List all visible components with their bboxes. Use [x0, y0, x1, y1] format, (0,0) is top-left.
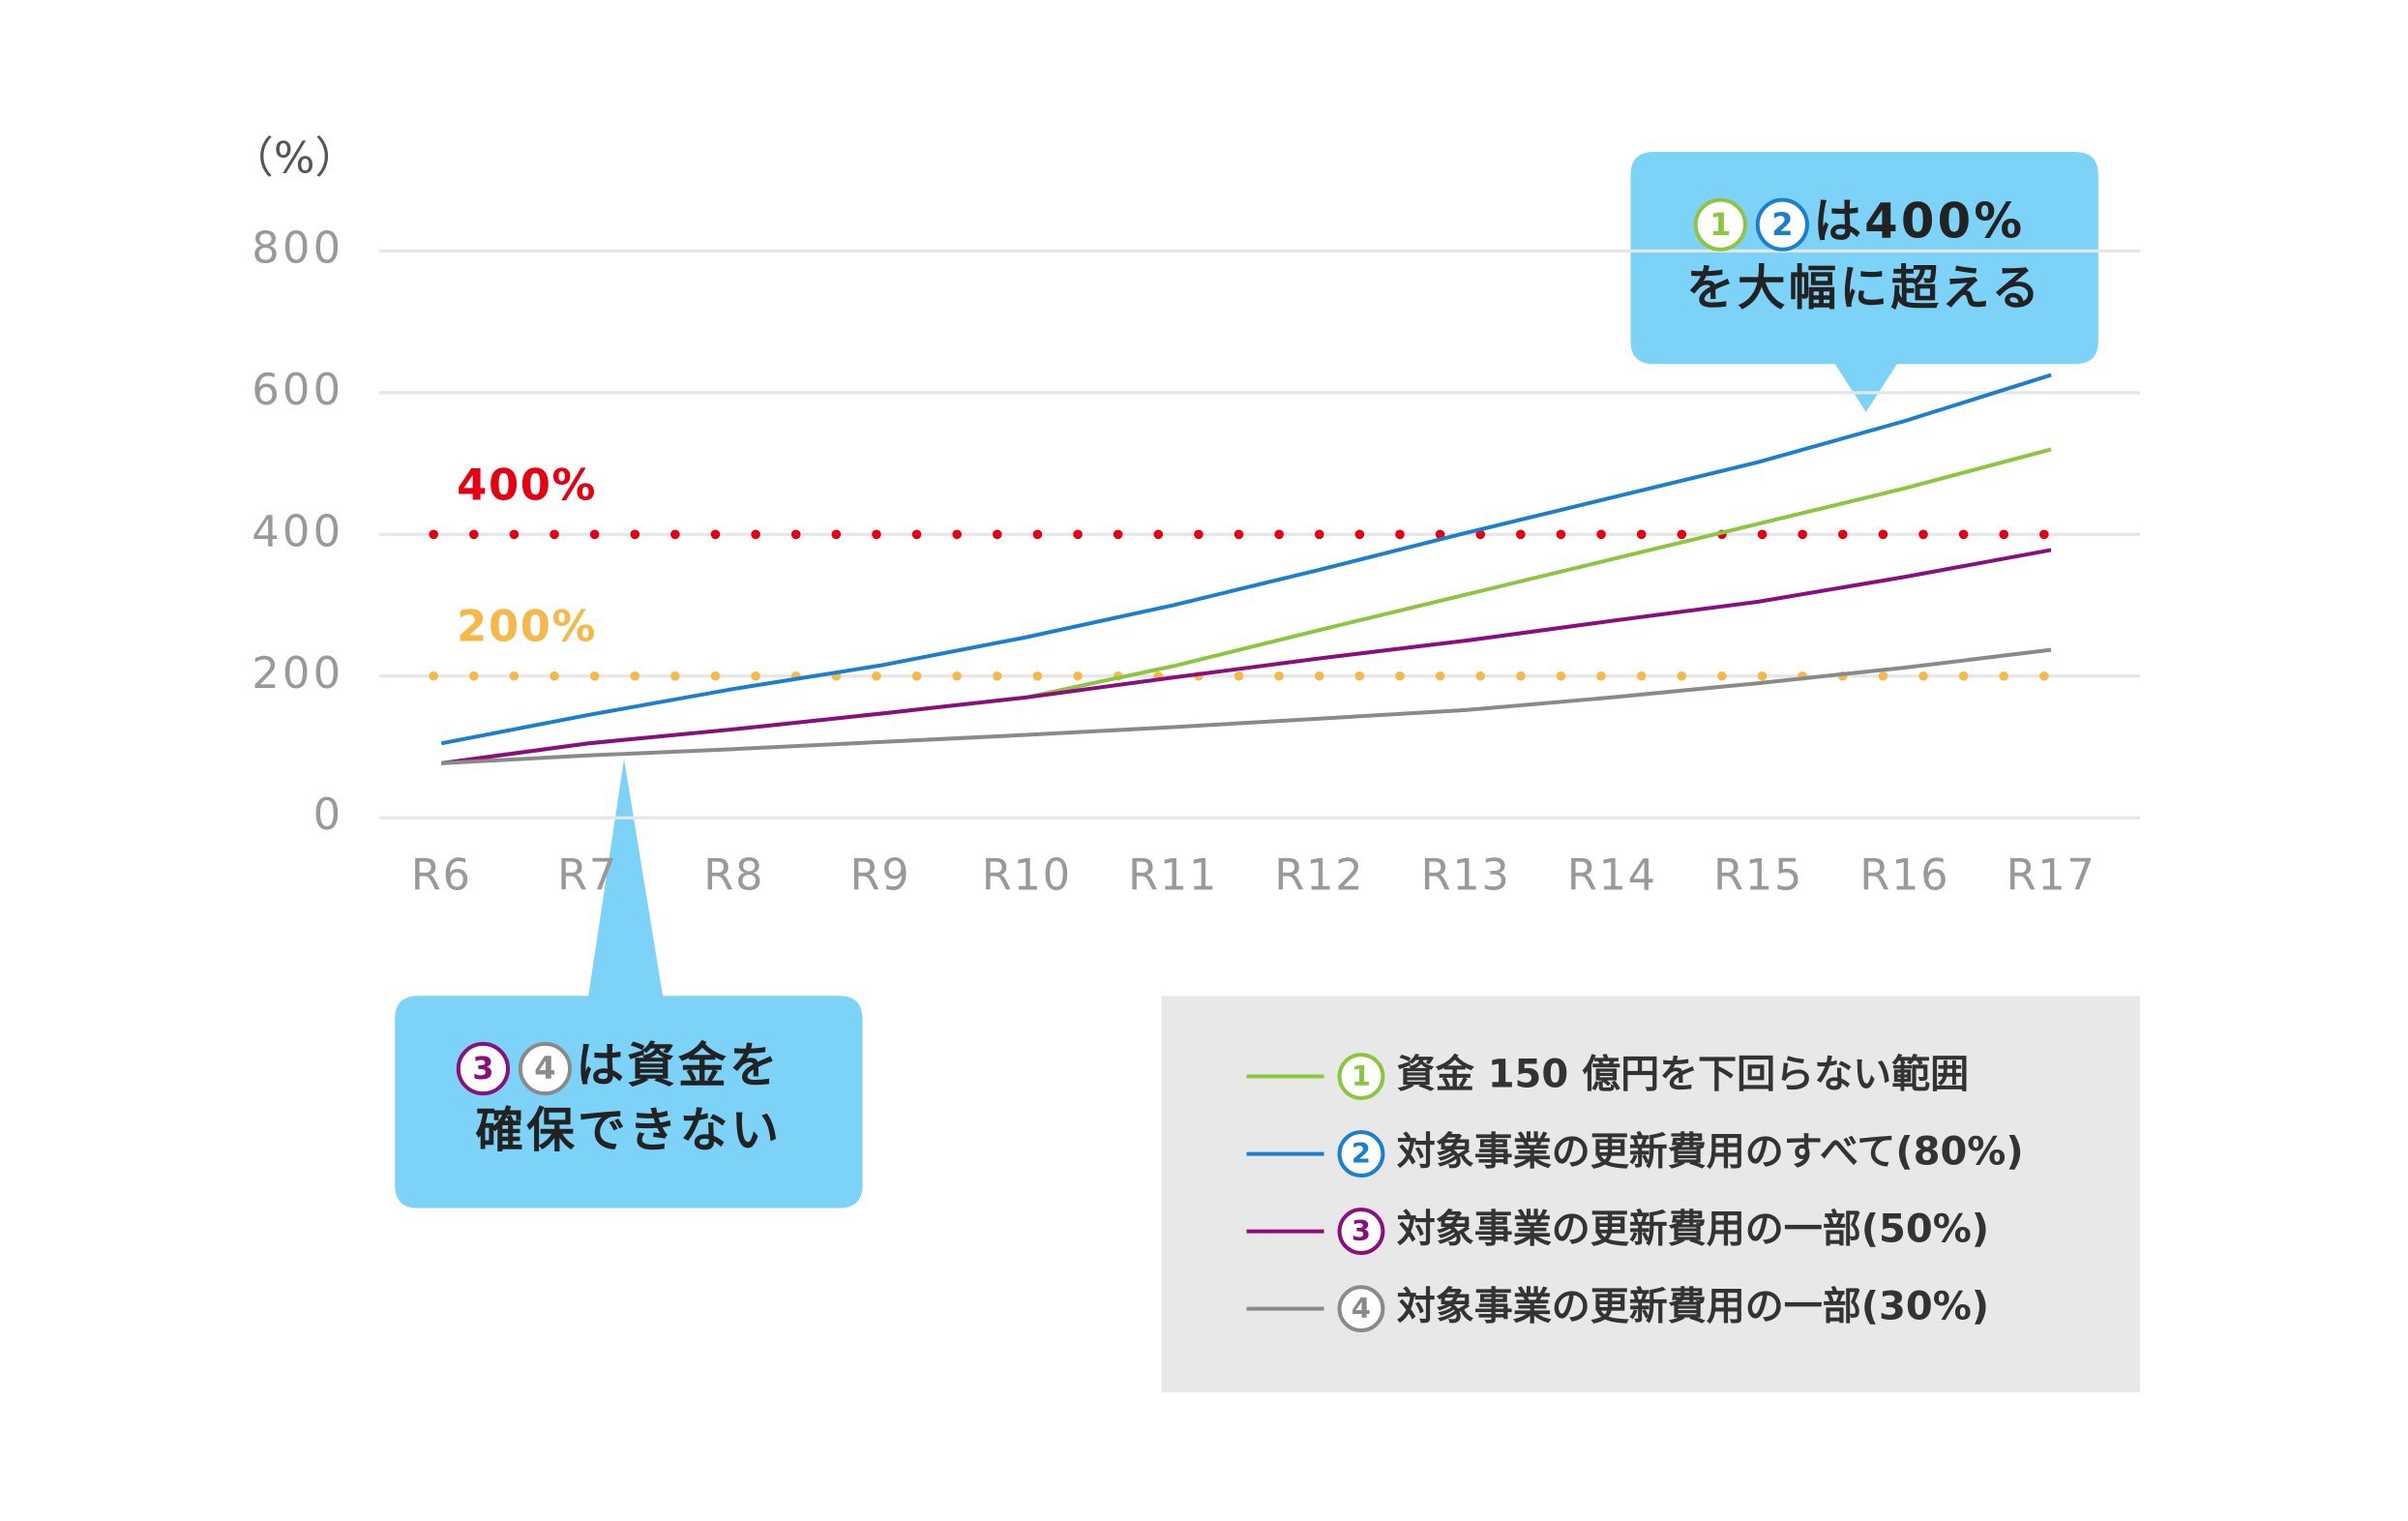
y-tick-label: 200	[252, 647, 343, 699]
reference-label: 200%	[457, 601, 597, 652]
legend-box	[1161, 996, 2141, 1393]
callout-bubble	[1630, 151, 2098, 412]
x-tick-label: R14	[1567, 850, 1657, 901]
legend-label: 対象事業の更新費用のすべて(80%)	[1397, 1130, 2024, 1175]
x-tick-label: R9	[850, 850, 911, 901]
y-tick-label: 400	[252, 505, 343, 556]
series-line	[440, 447, 2052, 765]
reference-label: 400%	[457, 459, 597, 510]
callout-bubble	[395, 759, 863, 1208]
series-line	[440, 373, 2052, 746]
series-line	[441, 647, 2052, 765]
x-tick-label: R15	[1713, 850, 1803, 901]
badge-circle	[1337, 1285, 1385, 1333]
legend-label: 資金 150 億円を下回らない範囲	[1397, 1053, 1969, 1097]
badge-label: 3	[472, 1050, 493, 1087]
x-tick-label: R13	[1421, 850, 1511, 901]
y-axis-label: （%）	[230, 133, 358, 184]
badge-label: 4	[534, 1050, 555, 1087]
badge-circle	[518, 1041, 573, 1096]
callout-text: は資金を	[576, 1037, 780, 1093]
callout-text: を大幅に超える	[1686, 260, 2042, 316]
badge-label: 4	[1352, 1292, 1371, 1325]
badge-circle	[1337, 1053, 1385, 1100]
legend-label: 対象事業の更新費用の一部(50%)	[1397, 1208, 1989, 1252]
x-tick-label: R16	[1859, 850, 1949, 901]
x-tick-label: R6	[411, 850, 472, 901]
y-tick-label: 600	[252, 364, 343, 415]
badge-label: 1	[1352, 1059, 1371, 1092]
x-tick-label: R8	[703, 850, 764, 901]
x-tick-label: R12	[1274, 850, 1364, 901]
badge-circle	[1337, 1130, 1385, 1178]
badge-label: 2	[1352, 1137, 1371, 1170]
badge-circle	[1337, 1208, 1385, 1256]
badge-label: 1	[1709, 206, 1731, 243]
callout-text: 確保できない	[475, 1102, 782, 1158]
x-tick-label: R11	[1128, 850, 1218, 901]
callout-text: は400%	[1813, 194, 2025, 250]
badge-label: 3	[1352, 1214, 1371, 1247]
badge-label: 2	[1771, 206, 1793, 243]
x-tick-label: R10	[982, 850, 1072, 901]
legend-label: 対象事業の更新費用の一部(30%)	[1397, 1285, 1989, 1329]
series-line	[440, 548, 2052, 765]
y-tick-label: 800	[252, 222, 343, 273]
badge-circle	[1755, 197, 1809, 252]
y-tick-label: 0	[313, 789, 344, 840]
x-tick-label: R17	[2007, 850, 2096, 901]
badge-circle	[456, 1041, 511, 1096]
badge-circle	[1693, 197, 1747, 252]
x-tick-label: R7	[557, 850, 618, 901]
